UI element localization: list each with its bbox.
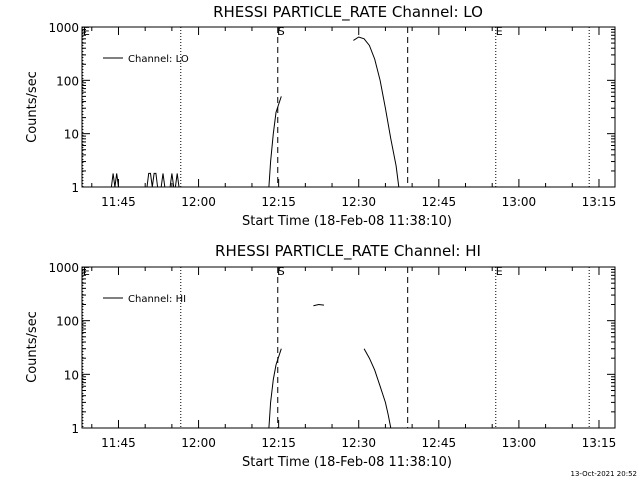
x-tick-label: 12:00 [181,195,216,209]
panel-lo: RHESSI PARTICLE_RATE Channel: LO Counts/… [25,3,616,229]
panel-lo-title: RHESSI PARTICLE_RATE Channel: LO [213,3,483,22]
panel-hi-ylabel: Counts/sec [25,311,40,383]
x-tick-label: 13:15 [582,436,617,450]
panel-hi-title: RHESSI PARTICLE_RATE Channel: HI [215,242,481,261]
x-tick-label: 12:15 [261,436,296,450]
panel-hi: RHESSI PARTICLE_RATE Channel: HI Counts/… [25,242,616,470]
event-marker-label: S [278,265,285,278]
y-tick-label: 1000 [48,261,79,275]
panel-lo-ylabel: Counts/sec [25,71,40,143]
y-tick-label: 10 [64,128,79,142]
event-marker-label: S [278,25,285,38]
x-tick-label: 13:00 [502,436,537,450]
x-tick-label: 13:00 [502,195,537,209]
event-marker-label: E [496,25,503,38]
panel-lo-plot: 1 10 100 1000 11:45 12:00 12:15 12:30 12:45 13:00… [48,21,616,209]
y-tick-label: 10 [64,368,79,382]
x-tick-label: 11:45 [101,195,136,209]
x-tick-label: 12:15 [261,195,296,209]
event-marker-label: E [496,265,503,278]
footer-timestamp: 13-Oct-2021 20:52 [571,470,637,478]
y-tick-label: 100 [56,74,79,88]
panel-lo-frame [81,26,616,188]
event-marker-label: E [83,25,90,38]
panel-lo-xlabel: Start Time (18-Feb-08 11:38:10) [242,214,452,229]
panel-lo-legend-label: Channel: LO [128,54,189,65]
y-tick-label: 1000 [48,21,79,35]
panel-hi-legend-label: Channel: HI [128,294,186,305]
series-line [268,303,392,429]
x-tick-label: 12:30 [341,195,376,209]
y-tick-label: 1 [71,181,79,195]
y-tick-label: 1 [71,422,79,436]
panel-hi-frame [81,266,616,429]
x-tick-label: 12:30 [341,436,376,450]
x-tick-label: 12:00 [181,436,216,450]
x-tick-label: 12:45 [422,436,457,450]
panel-hi-xlabel: Start Time (18-Feb-08 11:38:10) [242,455,452,470]
y-tick-label: 100 [56,315,79,329]
panel-hi-plot: 1 10 100 1000 11:45 12:00 12:15 12:30 12:45 13:00… [48,261,616,450]
x-tick-label: 12:45 [422,195,457,209]
event-marker-label: E [83,265,90,278]
x-tick-label: 11:45 [101,436,136,450]
x-tick-label: 13:15 [582,195,617,209]
